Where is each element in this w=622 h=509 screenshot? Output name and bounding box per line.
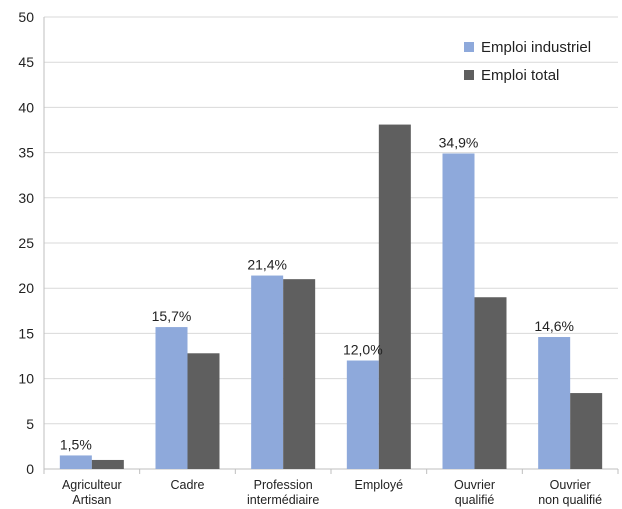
y-tick-label: 10 (18, 371, 34, 387)
legend-swatch (464, 70, 474, 80)
x-tick-label: intermédiaire (247, 493, 319, 507)
legend-label: Emploi total (481, 67, 559, 84)
x-tick-label: Cadre (170, 478, 204, 492)
legend-label: Emploi industriel (481, 39, 591, 56)
bar-emploi-industriel-0 (59, 455, 92, 469)
x-tick-label: Ouvrier (550, 478, 591, 492)
y-tick-label: 40 (18, 99, 34, 115)
bar-emploi-total-4 (474, 297, 507, 469)
y-tick-label: 45 (18, 54, 34, 70)
legend-swatch (464, 42, 474, 52)
bar-emploi-industriel-5 (538, 337, 571, 469)
y-tick-label: 30 (18, 190, 34, 206)
bar-emploi-total-1 (187, 353, 220, 469)
y-tick-label: 15 (18, 325, 34, 341)
x-tick-label: Agriculteur (62, 478, 122, 492)
bar-emploi-total-0 (91, 459, 124, 469)
y-tick-label: 50 (18, 9, 34, 25)
data-labels: 1,5% 15,7% 21,4% 12,0% 34,9% 14,6% (60, 135, 574, 453)
data-label: 21,4% (247, 257, 287, 273)
bar-emploi-total-5 (570, 393, 603, 469)
x-tick-label: qualifié (455, 493, 495, 507)
data-label: 34,9% (439, 135, 479, 151)
bar-emploi-total-3 (378, 124, 411, 470)
y-tick-label: 5 (26, 416, 34, 432)
legend: Emploi industriel Emploi total (464, 39, 591, 84)
x-tick-label: Employé (355, 478, 404, 492)
bar-emploi-industriel-4 (442, 153, 475, 469)
bar-emploi-industriel-1 (155, 327, 188, 469)
x-tick-label: non qualifié (538, 493, 602, 507)
x-tick-label: Profession (254, 478, 313, 492)
data-label: 14,6% (534, 318, 574, 334)
y-tick-label: 35 (18, 145, 34, 161)
data-label: 12,0% (343, 342, 383, 358)
bar-emploi-total-2 (283, 279, 316, 469)
y-tick-label: 25 (18, 235, 34, 251)
data-label: 15,7% (152, 308, 192, 324)
y-tick-label: 20 (18, 280, 34, 296)
x-tick-label: Artisan (72, 493, 111, 507)
bars (59, 124, 603, 470)
data-label: 1,5% (60, 436, 92, 452)
x-tick-label: Ouvrier (454, 478, 495, 492)
bar-emploi-industriel-3 (346, 360, 379, 469)
y-axis: 0 5 10 15 20 25 30 35 40 45 50 (18, 9, 618, 477)
y-tick-label: 0 (26, 461, 34, 477)
gridlines (44, 16, 618, 425)
bar-emploi-industriel-2 (251, 275, 284, 469)
